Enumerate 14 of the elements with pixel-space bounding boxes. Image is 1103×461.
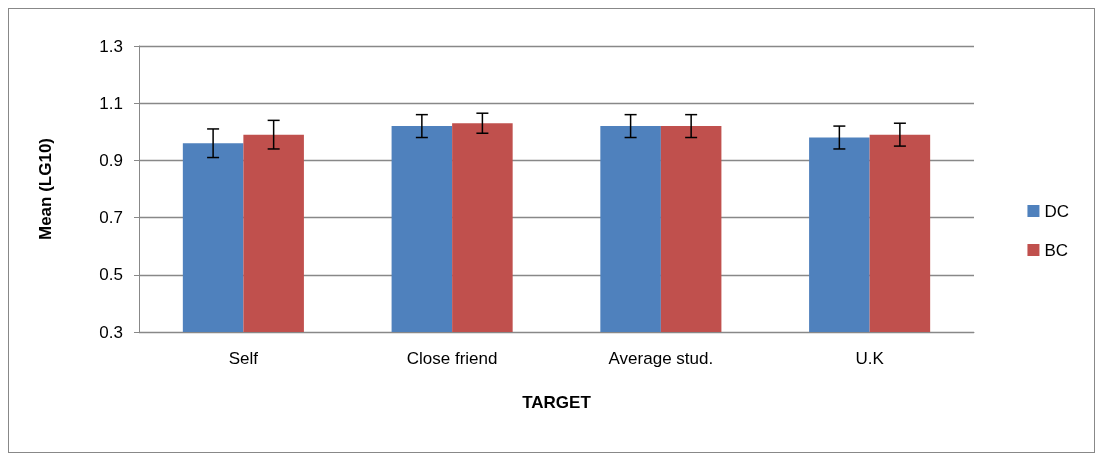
y-axis-title: Mean (LG10): [36, 137, 55, 241]
legend-label: BC: [1044, 240, 1069, 260]
y-tick-label: 0.5: [99, 265, 123, 285]
y-tick-label: 1.3: [99, 36, 123, 56]
y-tick-label: 1.1: [99, 93, 123, 113]
x-tick-label: U.K: [855, 349, 885, 368]
y-tick-label: 0.7: [99, 208, 123, 228]
y-tick-label: 0.3: [99, 322, 123, 342]
x-tick-label: Close friend: [406, 349, 498, 368]
x-tick-label: Self: [228, 349, 259, 368]
x-tick-label: Average stud.: [608, 349, 714, 368]
legend-label: DC: [1044, 201, 1070, 221]
x-axis-title: TARGET: [522, 393, 592, 412]
y-tick-label: 0.9: [99, 150, 123, 170]
